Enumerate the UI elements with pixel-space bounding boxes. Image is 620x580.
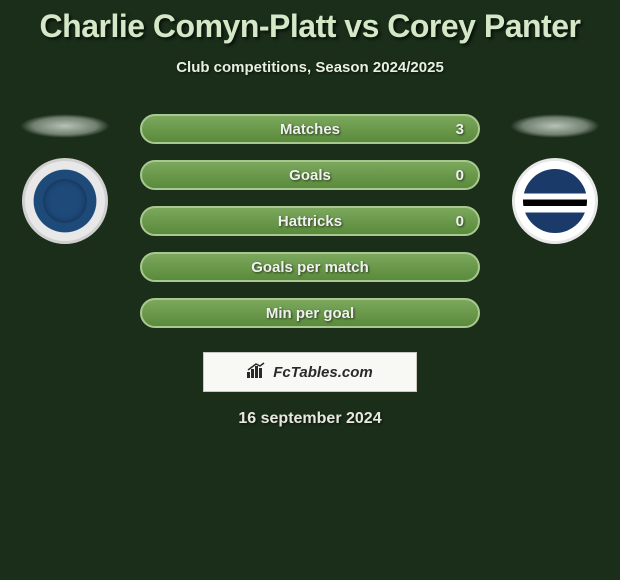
right-player-column: [500, 114, 610, 244]
chart-icon: [247, 362, 267, 383]
stat-label: Goals: [289, 167, 331, 184]
subtitle: Club competitions, Season 2024/2025: [0, 59, 620, 76]
stat-bar-min-per-goal: Min per goal: [140, 298, 480, 328]
stat-bar-goals-per-match: Goals per match: [140, 252, 480, 282]
stat-label: Goals per match: [251, 259, 369, 276]
stat-bar-hattricks: Hattricks 0: [140, 206, 480, 236]
left-player-column: [10, 114, 120, 244]
stat-label: Min per goal: [266, 305, 354, 322]
stat-label: Matches: [280, 121, 340, 138]
date-label: 16 september 2024: [0, 410, 620, 428]
brand-box: FcTables.com: [203, 352, 417, 392]
page-title: Charlie Comyn-Platt vs Corey Panter: [0, 0, 620, 45]
player-placeholder-shadow: [510, 114, 600, 138]
comparison-content: Matches 3 Goals 0 Hattricks 0 Goals per …: [0, 114, 620, 428]
stat-bar-matches: Matches 3: [140, 114, 480, 144]
stat-label: Hattricks: [278, 213, 342, 230]
brand-text: FcTables.com: [273, 364, 372, 381]
stat-value: 3: [456, 121, 464, 138]
club-badge-left: [22, 158, 108, 244]
stat-bar-goals: Goals 0: [140, 160, 480, 190]
club-badge-right: [512, 158, 598, 244]
stat-value: 0: [456, 167, 464, 184]
stat-bars: Matches 3 Goals 0 Hattricks 0 Goals per …: [140, 114, 480, 328]
player-placeholder-shadow: [20, 114, 110, 138]
club-badge-right-inner: [523, 169, 587, 233]
stat-value: 0: [456, 213, 464, 230]
